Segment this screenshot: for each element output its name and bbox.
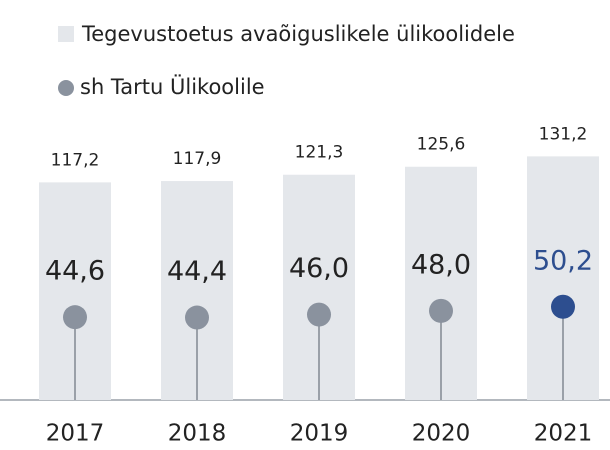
- bar-value-label: 121,3: [295, 143, 344, 163]
- lollipop-dot: [307, 302, 331, 327]
- bar-value-label: 131,2: [539, 124, 588, 144]
- x-tick-label: 2019: [290, 421, 349, 447]
- dot-value-label: 44,4: [167, 256, 227, 287]
- lollipop-dot: [551, 294, 575, 319]
- bar-value-label: 117,2: [51, 150, 100, 170]
- dot-value-label: 48,0: [411, 249, 471, 280]
- x-tick-label: 2020: [412, 421, 471, 447]
- legend-label: Tegevustoetus avaõiguslikele ülikoolidel…: [81, 22, 515, 46]
- lollipop-dot: [185, 305, 209, 330]
- x-tick-label: 2017: [46, 421, 105, 447]
- dot-value-label: 44,6: [45, 256, 105, 287]
- legend-swatch: [58, 80, 74, 96]
- legend-swatch: [58, 26, 74, 42]
- bar-value-label: 125,6: [417, 135, 466, 155]
- lollipop-dot: [429, 298, 453, 323]
- bar-value-label: 117,9: [173, 149, 222, 169]
- lollipop-dot: [63, 305, 87, 330]
- legend-label: sh Tartu Ülikoolile: [80, 74, 265, 99]
- x-tick-label: 2021: [534, 421, 593, 447]
- x-tick-label: 2018: [168, 421, 227, 447]
- dot-value-label: 50,2: [533, 245, 593, 276]
- dot-value-label: 46,0: [289, 253, 349, 284]
